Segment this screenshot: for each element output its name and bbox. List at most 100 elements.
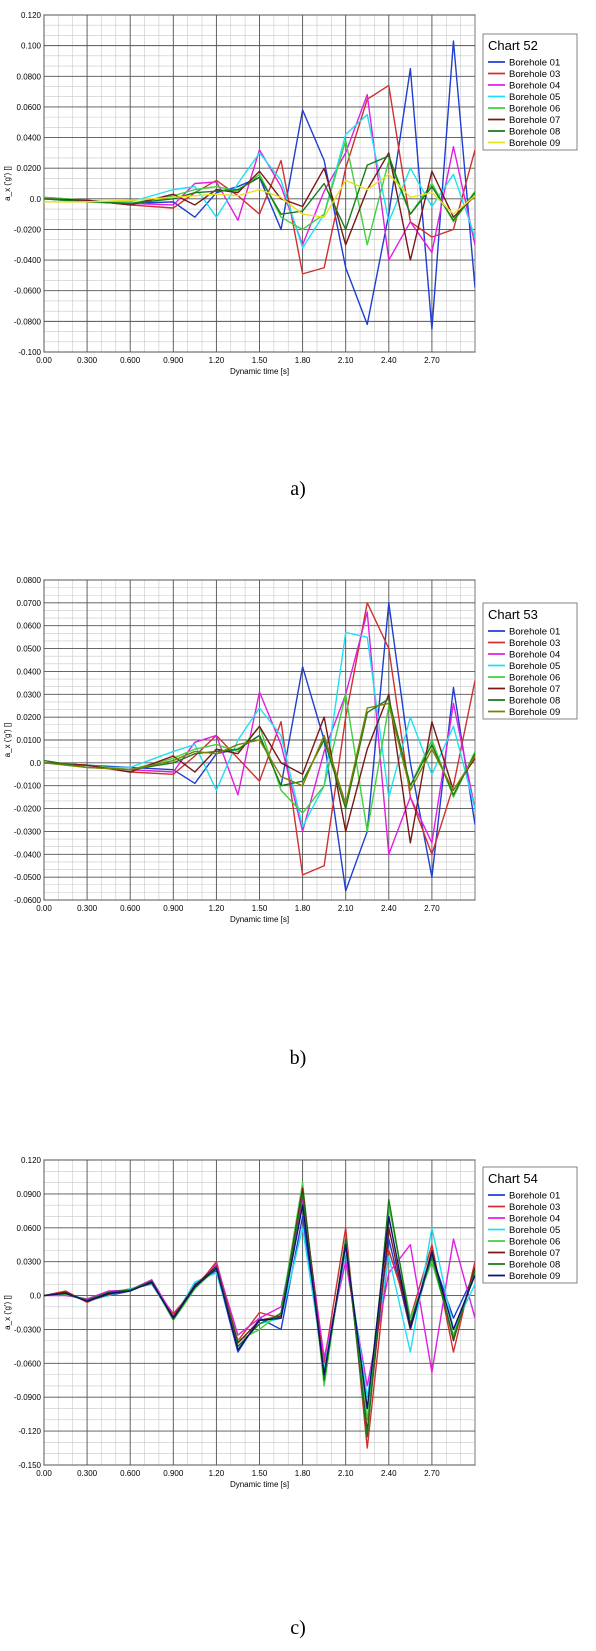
- x-tick-label: 1.50: [252, 1469, 268, 1478]
- x-tick-label: 0.300: [77, 356, 98, 365]
- legend-entry: Borehole 05: [509, 1225, 560, 1236]
- chart-54: 0.120 0.0900 0.0600 0.0300 0.0 -0.0300 -0.0600…: [3, 1156, 578, 1489]
- chart-panel-c: 0.120 0.0900 0.0600 0.0300 0.0 -0.0300 -0.0600…: [0, 1145, 596, 1651]
- y-axis-label: a_x ('g') []: [3, 1295, 12, 1330]
- legend-entry: Borehole 01: [509, 58, 560, 69]
- legend-entry: Borehole 01: [509, 627, 560, 638]
- legend-entry: Borehole 06: [509, 104, 560, 115]
- series-group: [44, 40, 475, 330]
- x-tick-label: 1.50: [252, 904, 268, 913]
- x-tick-label: 2.40: [381, 356, 397, 365]
- x-tick-label: 2.10: [338, 904, 354, 913]
- legend-entry: Borehole 03: [509, 638, 560, 649]
- x-axis-label: Dynamic time [s]: [230, 915, 289, 924]
- x-tick-label: 1.20: [209, 904, 225, 913]
- y-tick-label: -0.0300: [14, 1325, 42, 1334]
- y-tick-label: -0.0600: [14, 896, 42, 905]
- legend-entry: Borehole 05: [509, 661, 560, 672]
- x-tick-label: 0.900: [163, 356, 184, 365]
- y-tick-label: -0.100: [18, 348, 41, 357]
- series-line-7: [44, 698, 475, 810]
- legend-entry: Borehole 03: [509, 69, 560, 80]
- chart-title: Chart 54: [488, 1171, 538, 1186]
- y-tick-label: 0.0300: [17, 1258, 42, 1267]
- y-tick-label: 0.0600: [17, 1224, 42, 1233]
- x-tick-label: 2.40: [381, 904, 397, 913]
- legend-entry: Borehole 09: [509, 707, 560, 718]
- y-tick-label: 0.100: [21, 42, 42, 51]
- y-tick-label: 0.0600: [17, 103, 42, 112]
- series-group: [44, 1181, 475, 1449]
- y-tick-label: -0.0100: [14, 782, 42, 791]
- y-tick-label: -0.0300: [14, 827, 42, 836]
- x-axis-label: Dynamic time [s]: [230, 367, 289, 376]
- legend-entry: Borehole 04: [509, 1214, 560, 1225]
- y-tick-label: 0.0700: [17, 599, 42, 608]
- legend-entry: Borehole 07: [509, 115, 560, 126]
- y-tick-label: 0.0400: [17, 667, 42, 676]
- series-line-3: [44, 1198, 475, 1387]
- y-tick-label: 0.0800: [17, 72, 42, 81]
- legend-entry: Borehole 08: [509, 696, 560, 707]
- x-tick-label: 0.00: [36, 356, 52, 365]
- y-tick-label: -0.0600: [14, 1359, 42, 1368]
- legend-entry: Borehole 07: [509, 1248, 560, 1259]
- x-tick-label: 0.600: [120, 356, 141, 365]
- y-tick-label: -0.0400: [14, 850, 42, 859]
- y-tick-label: 0.0800: [17, 576, 42, 585]
- y-tick-label: -0.0600: [14, 287, 42, 296]
- x-tick-label: 1.80: [295, 1469, 311, 1478]
- x-tick-label: 0.300: [77, 1469, 98, 1478]
- y-tick-label: 0.0400: [17, 134, 42, 143]
- series-line-7: [44, 1193, 475, 1438]
- major-grid: [43, 14, 475, 353]
- x-tick-label: 0.600: [120, 904, 141, 913]
- y-tick-label: -0.0900: [14, 1393, 42, 1402]
- x-tick-label: 1.80: [295, 904, 311, 913]
- series-line-1: [44, 40, 475, 330]
- chart-panel-a: 0.120 0.100 0.0800 0.0600 0.0400 0.0200 0.0 -0.…: [0, 0, 596, 510]
- x-tick-label: 1.50: [252, 356, 268, 365]
- legend-entry: Borehole 04: [509, 650, 560, 661]
- chart-title: Chart 53: [488, 607, 538, 622]
- chart-panel-b: 0.0800 0.0700 0.0600 0.0500 0.0400 0.0300 0.02…: [0, 575, 596, 1085]
- y-tick-label: 0.120: [21, 11, 42, 20]
- series-line-3: [44, 611, 475, 855]
- series-line-7: [44, 155, 475, 231]
- x-tick-label: 1.80: [295, 356, 311, 365]
- x-tick-label: 2.70: [424, 904, 440, 913]
- x-tick-label: 1.20: [209, 356, 225, 365]
- series-group: [44, 602, 475, 892]
- series-line-2: [44, 602, 475, 876]
- y-tick-label: 0.0: [30, 1292, 42, 1301]
- y-tick-label: 0.0200: [17, 713, 42, 722]
- y-tick-label: 0.0300: [17, 690, 42, 699]
- y-tick-label: 0.0600: [17, 622, 42, 631]
- y-tick-label: 0.0200: [17, 164, 42, 173]
- legend-entry: Borehole 04: [509, 81, 560, 92]
- caption-b: b): [289, 1047, 307, 1069]
- y-tick-label: -0.0500: [14, 873, 42, 882]
- series-line-8: [44, 173, 475, 218]
- x-tick-label: 2.70: [424, 1469, 440, 1478]
- legend-entry: Borehole 03: [509, 1202, 560, 1213]
- x-tick-label: 2.10: [338, 356, 354, 365]
- legend-entry: Borehole 07: [509, 684, 560, 695]
- y-tick-label: -0.0400: [14, 256, 42, 265]
- series-line-1: [44, 602, 475, 892]
- x-tick-label: 0.900: [163, 1469, 184, 1478]
- x-tick-label: 0.900: [163, 904, 184, 913]
- caption-a: a): [290, 478, 306, 500]
- y-axis-label: a_x ('g') []: [3, 723, 12, 758]
- legend-entry: Borehole 09: [509, 138, 560, 149]
- chart-53: 0.08000.07000.06000.05000.04000.03000.02…: [3, 576, 578, 924]
- x-tick-label: 2.10: [338, 1469, 354, 1478]
- y-tick-label: -0.150: [18, 1461, 41, 1470]
- chart-52: 0.120 0.100 0.0800 0.0600 0.0400 0.0200 0.0 -0.…: [3, 11, 578, 376]
- y-tick-label: 0.0: [30, 195, 42, 204]
- y-tick-label: 0.0100: [17, 736, 42, 745]
- y-tick-label: -0.120: [18, 1427, 41, 1436]
- legend-entry: Borehole 09: [509, 1271, 560, 1282]
- y-axis-label: a_x ('g') []: [3, 166, 12, 201]
- y-tick-label: -0.0800: [14, 317, 42, 326]
